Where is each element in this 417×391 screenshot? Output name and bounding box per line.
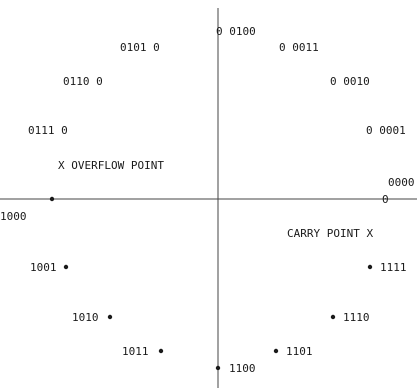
- point-dot-1110: [330, 314, 336, 320]
- point-label-1111: 1111: [380, 261, 407, 274]
- point-label-1001: 1001: [30, 261, 57, 274]
- point-label-0011: 0 0011: [279, 41, 319, 54]
- point-label-0000: 0000: [388, 176, 415, 189]
- overflow-point-label: X OVERFLOW POINT: [58, 159, 164, 172]
- point-label-0110: 0110 0: [63, 75, 103, 88]
- point-label-0111: 0111 0: [28, 124, 68, 137]
- point-label-1000: 1000: [0, 210, 27, 223]
- point-dot-1010: [107, 314, 113, 320]
- carry-point-label: CARRY POINT X: [287, 227, 373, 240]
- point-label-1011: 1011: [122, 345, 149, 358]
- point-label-0010: 0 0010: [330, 75, 370, 88]
- point-dot-1111: [367, 264, 373, 270]
- point-label-1010: 1010: [72, 311, 99, 324]
- point-label-1100: 1100: [229, 362, 256, 375]
- point-label-0001: 0 0001: [366, 124, 406, 137]
- point-dot-1100: [215, 365, 221, 371]
- point-dot-1000: [49, 196, 55, 202]
- point-marker-0000: 0: [382, 193, 389, 206]
- point-dot-1001: [63, 264, 69, 270]
- point-label-0101: 0101 0: [120, 41, 160, 54]
- point-dot-1101: [273, 348, 279, 354]
- point-dot-1011: [158, 348, 164, 354]
- point-label-0100: 0 0100: [216, 25, 256, 38]
- point-label-1110: 1110: [343, 311, 370, 324]
- point-label-1101: 1101: [286, 345, 313, 358]
